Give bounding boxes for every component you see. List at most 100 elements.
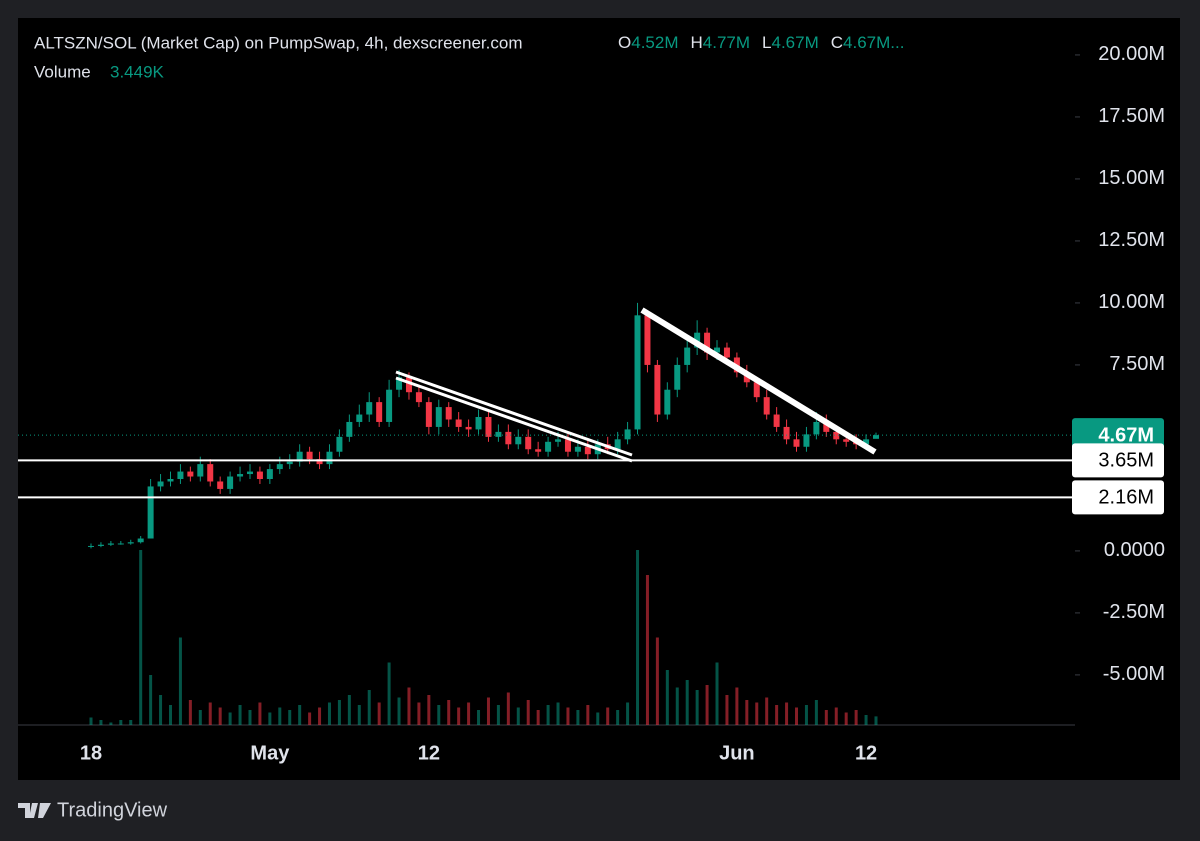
volume-bar: [188, 700, 192, 725]
volume-bar: [775, 705, 779, 725]
candle-body: [723, 347, 730, 358]
price-label-box: [1072, 443, 1164, 478]
candle-body: [396, 377, 403, 390]
volume-bar: [347, 695, 351, 725]
candle-body: [386, 389, 393, 422]
x-tick-label: 18: [80, 742, 102, 764]
candle-body: [684, 347, 691, 365]
candle-body: [207, 464, 214, 482]
volume-bar: [556, 702, 560, 725]
candle-body: [137, 538, 144, 543]
volume-bar: [675, 687, 679, 725]
volume-bar: [467, 702, 471, 725]
brand-name: TradingView: [57, 799, 168, 821]
volume-bar: [268, 712, 272, 725]
candle-body: [376, 402, 383, 422]
trend-lines: [395, 307, 877, 463]
volume-bar: [367, 690, 371, 725]
volume-bar: [477, 710, 481, 725]
candle-body: [147, 486, 154, 539]
x-tick-label: Jun: [719, 742, 755, 764]
candle-body: [803, 434, 810, 447]
ohlc-key: L: [762, 33, 771, 52]
candle-body: [793, 439, 800, 447]
volume-bar: [119, 720, 123, 725]
volume-bar: [795, 707, 799, 725]
volume-bar: [496, 705, 500, 725]
volume-bar: [785, 702, 789, 725]
price-label: 3.65M: [1098, 450, 1154, 472]
candle-body: [584, 446, 591, 455]
candle-body: [763, 397, 770, 415]
volume-bar: [745, 700, 749, 725]
trend-line: [395, 376, 633, 463]
volume-bar: [278, 707, 282, 725]
volume-bar: [536, 710, 540, 725]
volume-bar: [606, 707, 610, 725]
volume-bar: [377, 702, 381, 725]
volume-bar: [308, 712, 312, 725]
volume-bar: [725, 695, 729, 725]
y-tick-label: 12.50M: [1098, 229, 1165, 251]
candle-body: [813, 421, 820, 435]
candle-body: [634, 315, 641, 430]
volume-bar: [864, 715, 868, 725]
volume-bar: [546, 705, 550, 725]
volume-bar: [149, 675, 153, 725]
volume-bar: [705, 685, 709, 725]
volume-bar: [447, 700, 451, 725]
candle-body: [783, 426, 790, 440]
y-tick-label: -2.50M: [1103, 601, 1165, 623]
volume-bar: [824, 710, 828, 725]
logo-icon: [18, 803, 51, 818]
volume-bar: [208, 702, 212, 725]
volume-bar: [596, 712, 600, 725]
volume-bar: [626, 702, 630, 725]
volume-bar: [218, 707, 222, 725]
candle-body: [336, 436, 343, 452]
volume-bar: [506, 692, 510, 725]
candle-body: [326, 451, 333, 465]
candle-body: [366, 402, 373, 415]
candle-body: [843, 439, 850, 442]
volume-bar: [636, 550, 640, 725]
candle-body: [515, 436, 522, 445]
candle-body: [714, 347, 721, 353]
candle-body: [704, 332, 711, 353]
ohlc-value: 4.77M: [703, 33, 750, 52]
candle-body: [127, 542, 134, 544]
volume-bar: [755, 702, 759, 725]
candle-body: [545, 441, 552, 452]
volume-bar: [695, 690, 699, 725]
candle-body: [833, 431, 840, 440]
volume-bar: [874, 716, 878, 725]
volume-bar: [248, 710, 252, 725]
candle-body: [157, 481, 164, 487]
volume-bar: [288, 710, 292, 725]
candle-body: [316, 459, 323, 465]
ohlc-value: 4.67M: [771, 33, 818, 52]
candle-body: [873, 435, 879, 439]
candle-body: [425, 402, 432, 427]
volume-bar: [357, 705, 361, 725]
volume-bar: [516, 707, 520, 725]
candle-body: [525, 436, 532, 450]
volume-bar: [427, 695, 431, 725]
volume-bar: [457, 707, 461, 725]
candle-body: [246, 471, 253, 475]
candle-body: [256, 471, 263, 480]
candle-body: [624, 429, 631, 440]
volume-bar: [89, 717, 93, 725]
volume-bar: [129, 720, 133, 725]
volume-bar: [258, 702, 262, 725]
candle-body: [475, 417, 482, 430]
candle-body: [674, 364, 681, 390]
trend-line: [395, 370, 633, 457]
candle-body: [555, 439, 562, 442]
volume-bar: [139, 550, 143, 725]
candle-body: [306, 451, 313, 460]
ohlc-value: 4.67M...: [843, 33, 904, 52]
candle-body: [217, 481, 224, 489]
